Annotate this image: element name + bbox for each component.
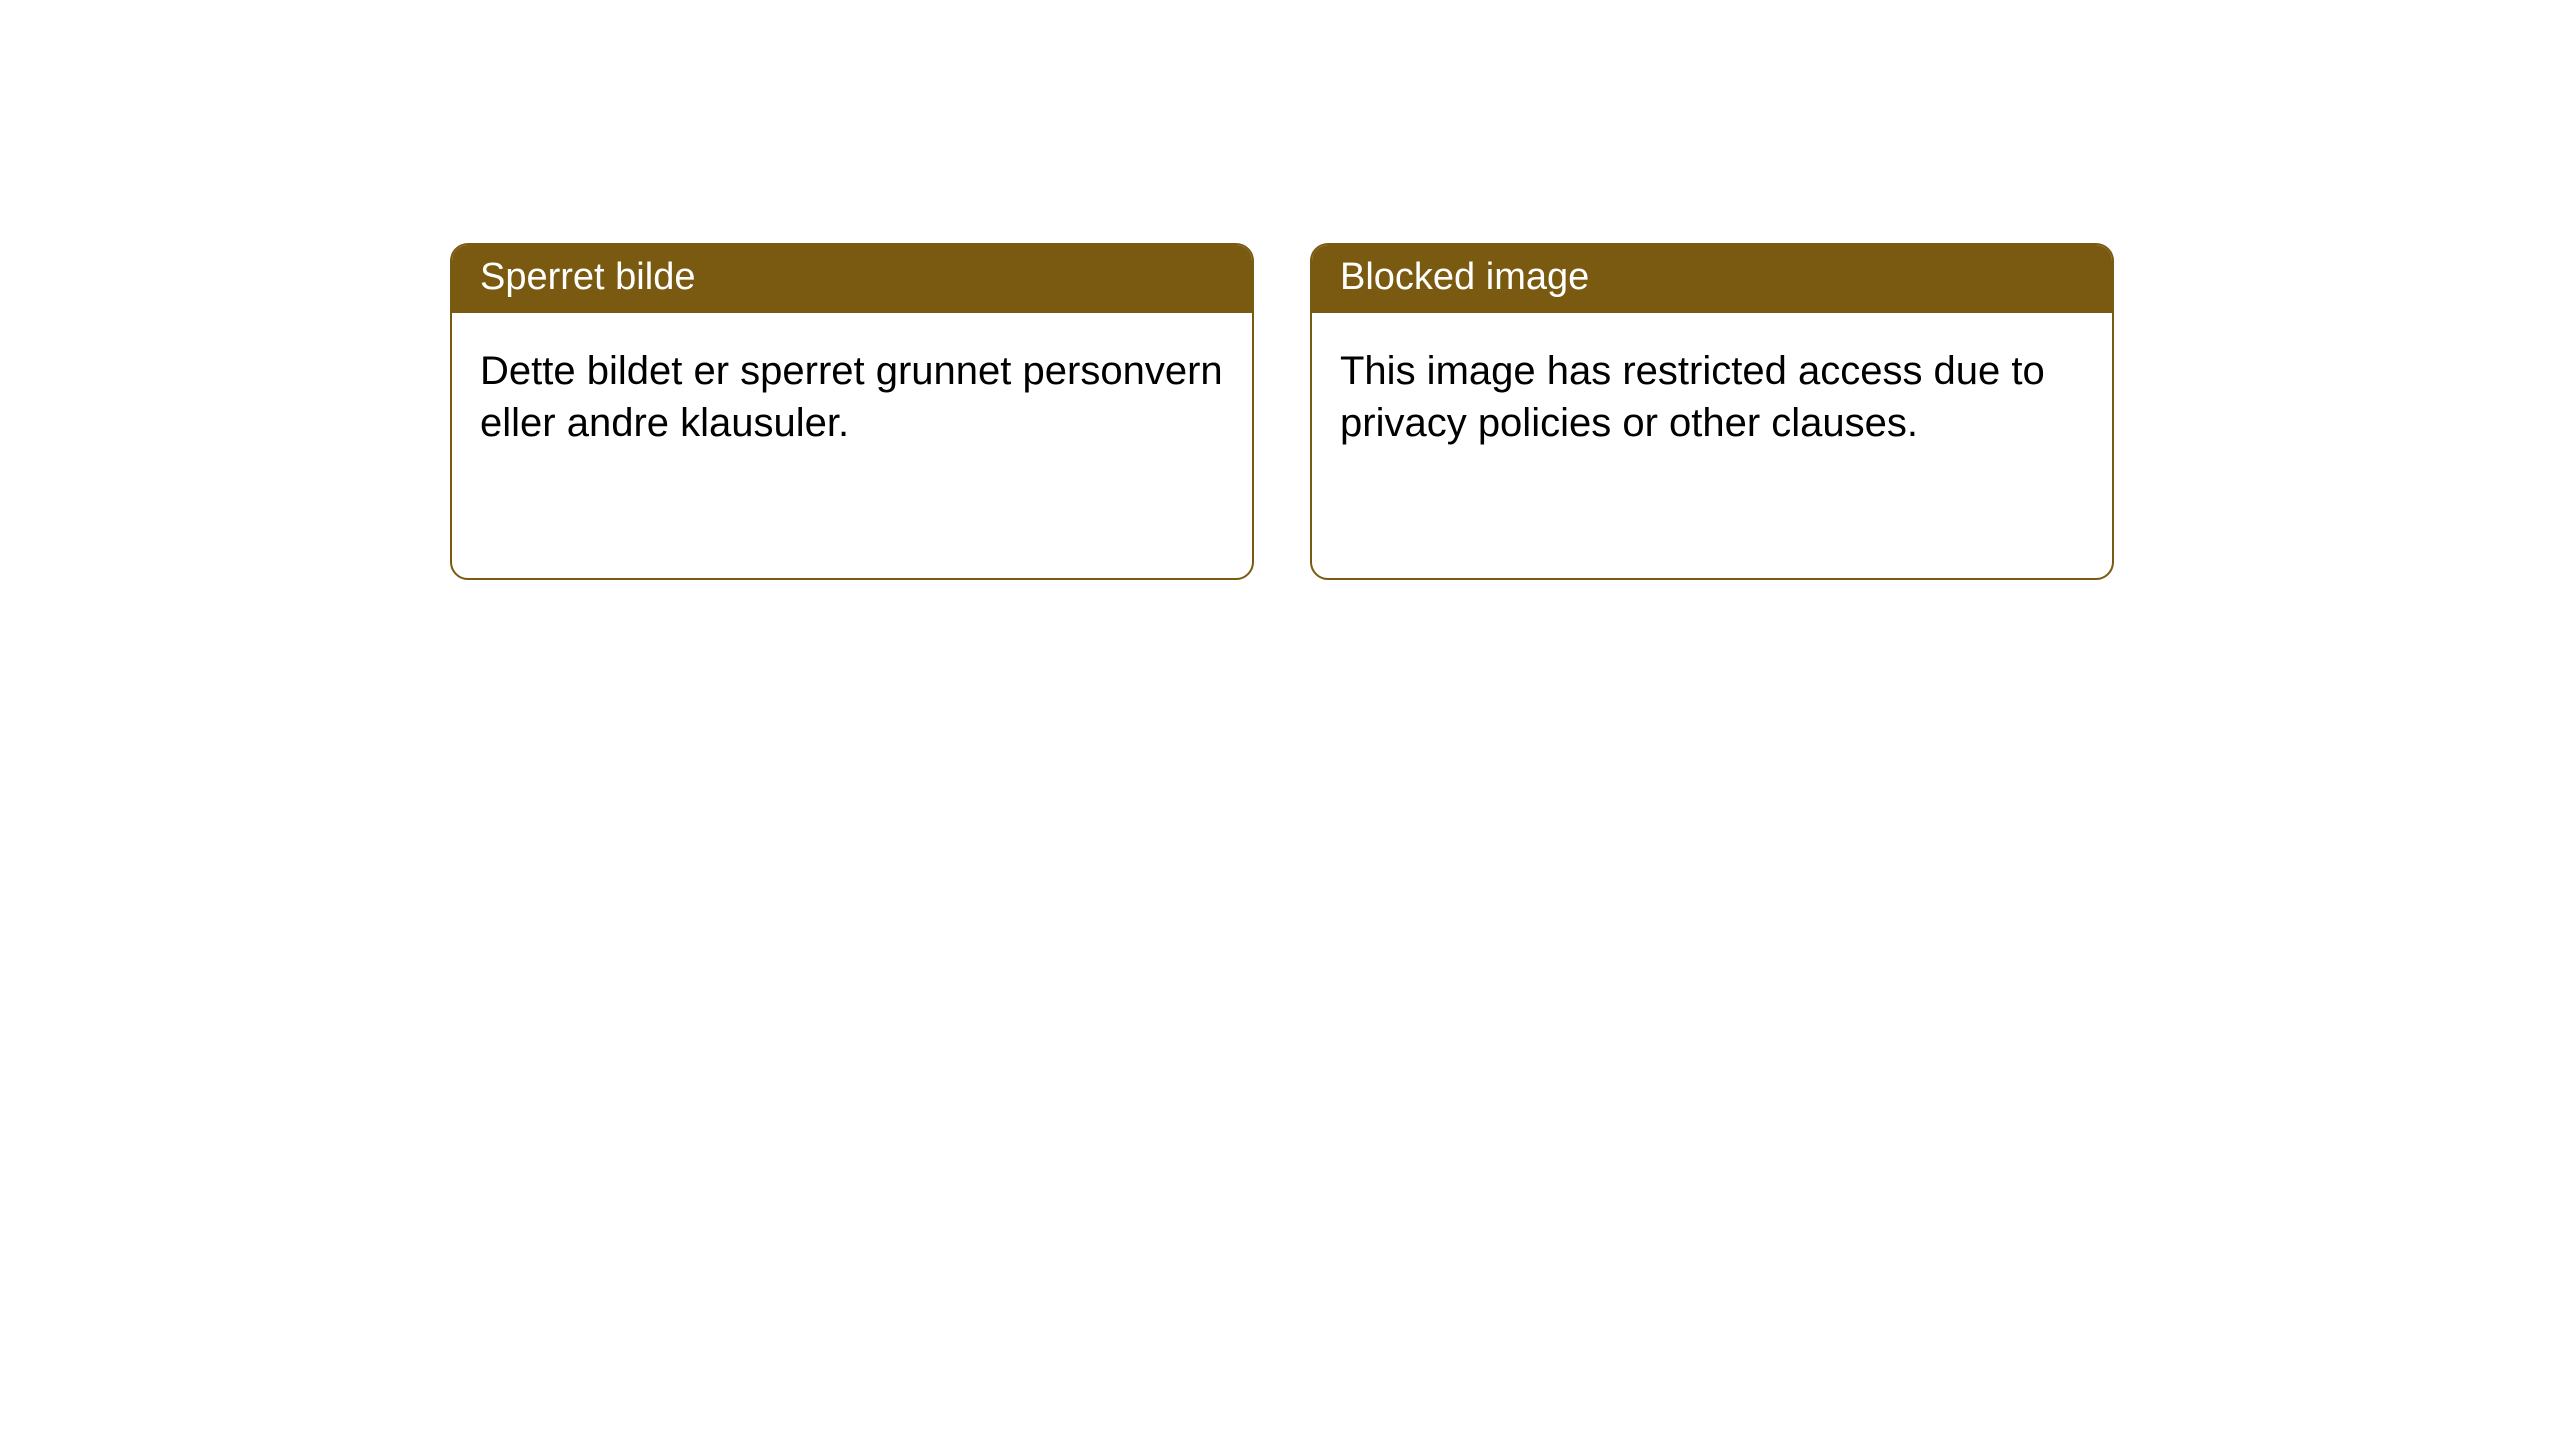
notice-card-norwegian: Sperret bilde Dette bildet er sperret gr… (450, 243, 1254, 580)
notice-card-english: Blocked image This image has restricted … (1310, 243, 2114, 580)
card-body: Dette bildet er sperret grunnet personve… (452, 313, 1252, 481)
card-body-text: This image has restricted access due to … (1340, 349, 2045, 445)
card-header: Blocked image (1312, 245, 2112, 313)
card-body-text: Dette bildet er sperret grunnet personve… (480, 349, 1223, 445)
card-header: Sperret bilde (452, 245, 1252, 313)
card-title: Sperret bilde (480, 256, 695, 298)
notice-container: Sperret bilde Dette bildet er sperret gr… (450, 243, 2114, 580)
card-title: Blocked image (1340, 256, 1589, 298)
card-body: This image has restricted access due to … (1312, 313, 2112, 481)
